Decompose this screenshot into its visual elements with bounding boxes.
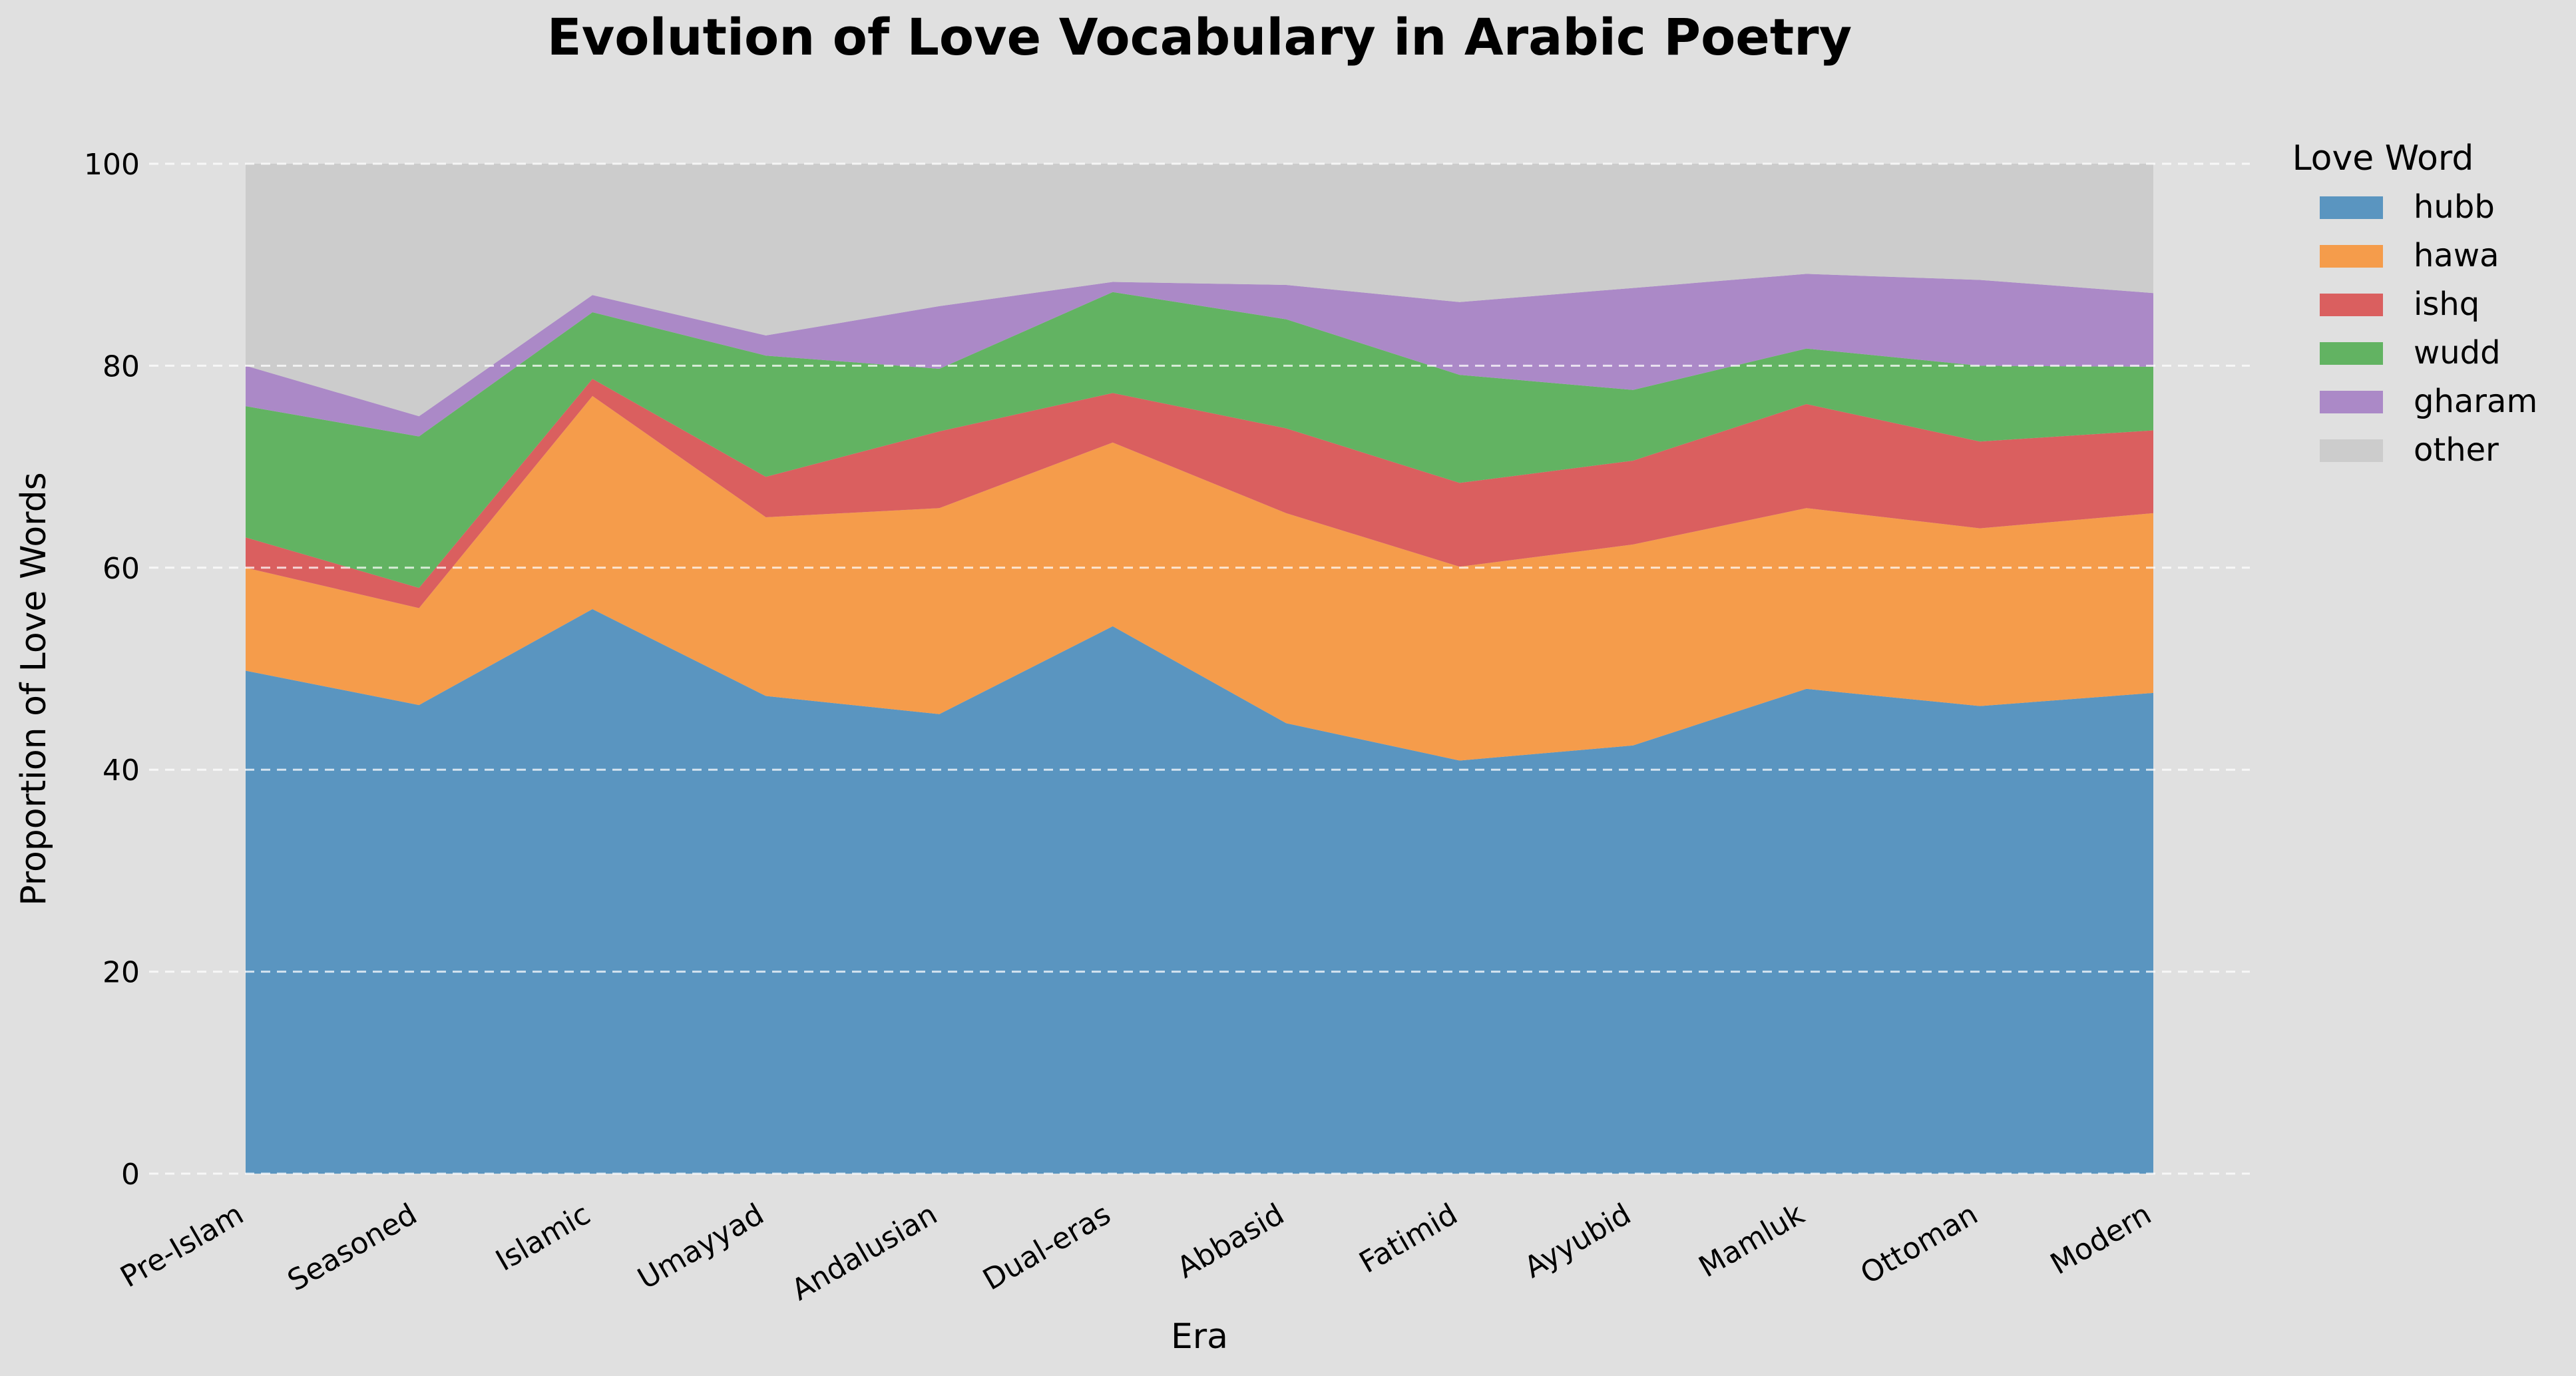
chart-title: Evolution of Love Vocabulary in Arabic P…: [547, 7, 1852, 67]
y-axis-label: Proportion of Love Words: [14, 472, 54, 905]
area-series-ishq: [246, 379, 2153, 608]
area-series-hubb: [246, 609, 2153, 1174]
legend-swatch-hawa: [2320, 245, 2383, 268]
y-tick-label: 60: [103, 552, 140, 586]
area-layers: [246, 164, 2153, 1174]
y-tick-label: 20: [103, 956, 140, 990]
legend-label-hawa: hawa: [2414, 237, 2499, 274]
legend-label-ishq: ishq: [2414, 286, 2479, 323]
y-tick-label: 40: [103, 754, 140, 788]
legend-swatch-other: [2320, 439, 2383, 462]
legend-swatch-hubb: [2320, 196, 2383, 219]
legend-label-wudd: wudd: [2414, 334, 2501, 371]
y-axis-ticks: 0 20 40 60 80 100: [84, 148, 140, 1192]
area-series-hawa: [246, 395, 2153, 761]
legend-swatch-gharam: [2320, 391, 2383, 413]
area-series-gharam: [246, 274, 2153, 437]
legend-title: Love Word: [2292, 138, 2474, 178]
legend-swatch-ishq: [2320, 294, 2383, 316]
y-tick-label: 100: [84, 148, 140, 182]
legend-label-other: other: [2414, 431, 2499, 469]
area-series-other: [246, 164, 2153, 417]
legend-label-hubb: hubb: [2414, 188, 2495, 226]
y-tick-label: 80: [103, 349, 140, 383]
legend-label-gharam: gharam: [2414, 383, 2537, 420]
x-axis-label: Era: [1171, 1317, 1228, 1357]
y-tick-label: 0: [121, 1158, 140, 1192]
area-series-wudd: [246, 292, 2153, 588]
legend: Love Word hubb hawa ishq wudd gharam other: [2292, 138, 2538, 469]
legend-swatch-wudd: [2320, 342, 2383, 365]
grid-lines: [149, 162, 2250, 1175]
